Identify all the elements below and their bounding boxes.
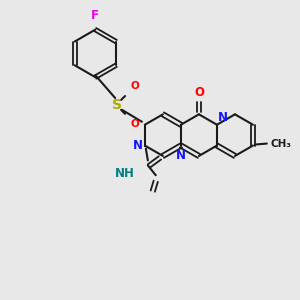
Text: CH₃: CH₃ xyxy=(271,139,292,148)
Text: O: O xyxy=(130,119,139,129)
Text: N: N xyxy=(218,111,228,124)
Text: N: N xyxy=(176,148,186,161)
Text: O: O xyxy=(130,81,139,91)
Text: O: O xyxy=(194,86,204,100)
Text: N: N xyxy=(133,139,143,152)
Text: S: S xyxy=(112,98,122,112)
Text: F: F xyxy=(91,9,99,22)
Text: NH: NH xyxy=(115,167,135,180)
